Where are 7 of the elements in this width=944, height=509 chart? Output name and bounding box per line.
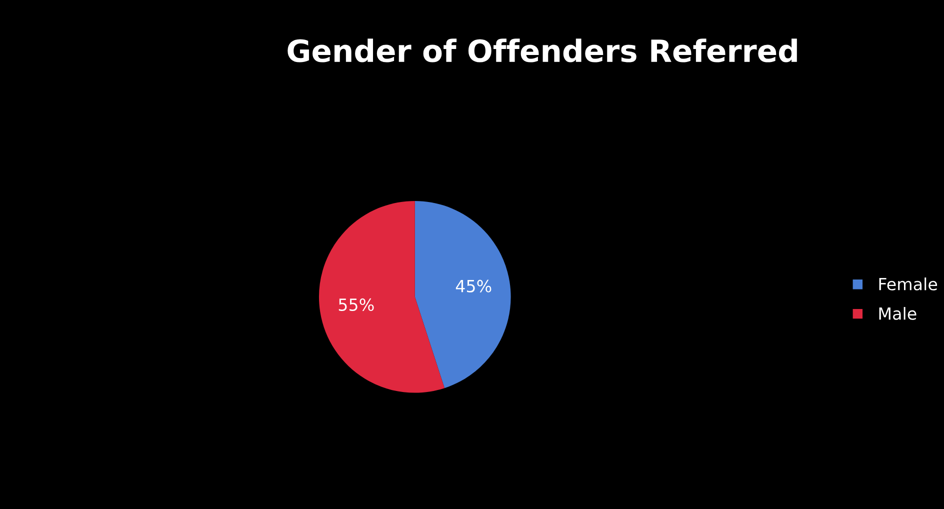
data-label: 45% bbox=[456, 280, 492, 292]
chart-title: Gender of Offenders Referred bbox=[288, 38, 797, 62]
pie-slice bbox=[318, 200, 445, 393]
legend-label: Female bbox=[879, 278, 938, 290]
data-label: 55% bbox=[338, 298, 374, 312]
pie-slice bbox=[414, 200, 511, 388]
legend-label: Male bbox=[879, 306, 916, 320]
